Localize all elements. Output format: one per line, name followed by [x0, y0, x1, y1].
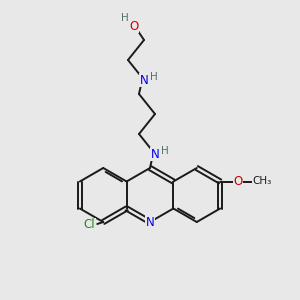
Text: H: H: [121, 13, 129, 23]
Text: Cl: Cl: [83, 218, 95, 232]
Text: N: N: [140, 74, 148, 86]
Text: N: N: [146, 215, 154, 229]
Text: O: O: [233, 175, 243, 188]
Text: O: O: [129, 20, 139, 32]
Text: CH₃: CH₃: [253, 176, 272, 187]
Text: H: H: [161, 146, 169, 156]
Text: N: N: [151, 148, 159, 160]
Text: H: H: [150, 72, 158, 82]
